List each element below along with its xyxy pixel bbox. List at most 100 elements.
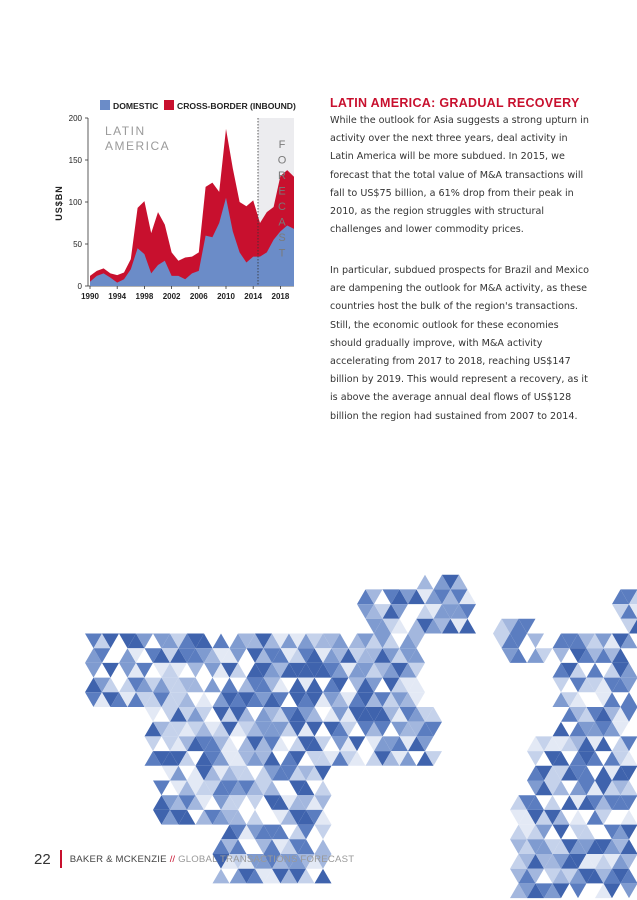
pattern-triangle bbox=[365, 677, 383, 693]
forecast-label-letter: A bbox=[278, 217, 286, 229]
pattern-triangle bbox=[246, 751, 264, 766]
pattern-triangle bbox=[119, 648, 136, 663]
pattern-triangle bbox=[272, 765, 289, 781]
pattern-triangle bbox=[340, 662, 357, 678]
pattern-triangle bbox=[212, 839, 230, 854]
pattern-triangle bbox=[306, 721, 323, 737]
area-series-domestic bbox=[90, 197, 294, 286]
pattern-triangle bbox=[204, 648, 221, 663]
pattern-triangle bbox=[289, 736, 306, 752]
pattern-triangle bbox=[365, 604, 383, 619]
pattern-triangle bbox=[306, 751, 323, 766]
forecast-label-letter: R bbox=[278, 170, 286, 182]
pattern-triangle bbox=[450, 618, 468, 634]
pattern-triangle bbox=[595, 809, 612, 825]
pattern-triangle bbox=[527, 809, 544, 825]
pattern-triangle bbox=[221, 707, 238, 722]
pattern-triangle bbox=[391, 604, 408, 619]
pattern-triangle bbox=[459, 604, 476, 619]
pattern-triangle bbox=[144, 751, 162, 766]
pattern-triangle bbox=[561, 868, 578, 884]
pattern-triangle bbox=[306, 736, 323, 752]
pattern-triangle bbox=[603, 751, 621, 766]
pattern-triangle bbox=[246, 677, 264, 693]
pattern-triangle bbox=[408, 648, 425, 663]
pattern-triangle bbox=[348, 751, 366, 766]
pattern-triangle bbox=[246, 868, 264, 884]
pattern-triangle bbox=[170, 707, 187, 722]
pattern-triangle bbox=[306, 809, 323, 825]
pattern-triangle bbox=[323, 721, 340, 737]
pattern-triangle bbox=[603, 692, 621, 707]
pattern-triangle bbox=[552, 854, 570, 869]
pattern-triangle bbox=[297, 721, 315, 737]
pattern-triangle bbox=[595, 868, 612, 884]
pattern-triangle bbox=[569, 765, 587, 781]
pattern-triangle bbox=[331, 677, 349, 693]
pattern-triangle bbox=[561, 795, 578, 810]
pattern-triangle bbox=[612, 589, 629, 605]
pattern-triangle bbox=[289, 854, 306, 869]
pattern-triangle bbox=[442, 604, 459, 619]
pattern-triangle bbox=[272, 868, 289, 884]
pattern-triangle bbox=[416, 604, 434, 619]
pattern-triangle bbox=[399, 677, 417, 693]
pattern-triangle bbox=[212, 721, 230, 737]
pattern-triangle bbox=[246, 854, 264, 869]
pattern-triangle bbox=[195, 780, 213, 796]
pattern-triangle bbox=[246, 780, 264, 796]
pattern-triangle bbox=[433, 604, 451, 619]
pattern-triangle bbox=[603, 839, 621, 854]
pattern-triangle bbox=[382, 751, 400, 766]
pattern-triangle bbox=[153, 677, 170, 693]
pattern-triangle bbox=[204, 662, 221, 678]
pattern-triangle bbox=[535, 824, 553, 840]
y-tick-label: 0 bbox=[78, 282, 83, 291]
pattern-triangle bbox=[289, 721, 306, 737]
pattern-triangle bbox=[518, 839, 536, 854]
pattern-triangle bbox=[510, 795, 527, 810]
pattern-triangle bbox=[586, 633, 604, 649]
pattern-triangle bbox=[263, 677, 281, 693]
pattern-triangle bbox=[595, 648, 612, 663]
pattern-triangle bbox=[527, 780, 544, 796]
pattern-triangle bbox=[382, 662, 400, 678]
pattern-triangle bbox=[365, 633, 383, 649]
pattern-triangle bbox=[620, 809, 637, 825]
pattern-triangle bbox=[229, 839, 247, 854]
pattern-triangle bbox=[280, 707, 298, 722]
pattern-triangle bbox=[552, 662, 570, 678]
page-footer: 22 BAKER & MCKENZIE // GLOBAL TRANSACTIO… bbox=[34, 849, 354, 869]
pattern-triangle bbox=[357, 677, 374, 693]
pattern-triangle bbox=[612, 795, 629, 810]
pattern-triangle bbox=[314, 692, 332, 707]
pattern-triangle bbox=[178, 780, 196, 796]
pattern-triangle bbox=[561, 765, 578, 781]
pattern-triangle bbox=[425, 604, 442, 619]
pattern-triangle bbox=[365, 692, 383, 707]
pattern-triangle bbox=[306, 677, 323, 693]
body-paragraph-1: While the outlook for Asia suggests a st… bbox=[330, 115, 589, 236]
pattern-triangle bbox=[178, 648, 196, 663]
pattern-triangle bbox=[603, 677, 621, 693]
region-label-line-2: AMERICA bbox=[105, 139, 170, 153]
pattern-triangle bbox=[527, 736, 544, 752]
x-tick-label: 2002 bbox=[163, 292, 181, 301]
forecast-label-letter: C bbox=[278, 201, 286, 213]
pattern-triangle bbox=[178, 809, 196, 825]
pattern-triangle bbox=[306, 633, 323, 649]
pattern-triangle bbox=[170, 721, 187, 737]
pattern-triangle bbox=[399, 633, 417, 649]
pattern-triangle bbox=[195, 795, 213, 810]
pattern-triangle bbox=[119, 662, 136, 678]
pattern-triangle bbox=[195, 809, 213, 825]
pattern-triangle bbox=[561, 692, 578, 707]
pattern-triangle bbox=[535, 854, 553, 869]
pattern-triangle bbox=[416, 589, 434, 605]
pattern-triangle bbox=[221, 839, 238, 854]
pattern-triangle bbox=[212, 868, 230, 884]
pattern-triangle bbox=[416, 736, 434, 752]
pattern-triangle bbox=[187, 795, 204, 810]
pattern-triangle bbox=[161, 692, 179, 707]
pattern-triangle bbox=[263, 824, 281, 840]
